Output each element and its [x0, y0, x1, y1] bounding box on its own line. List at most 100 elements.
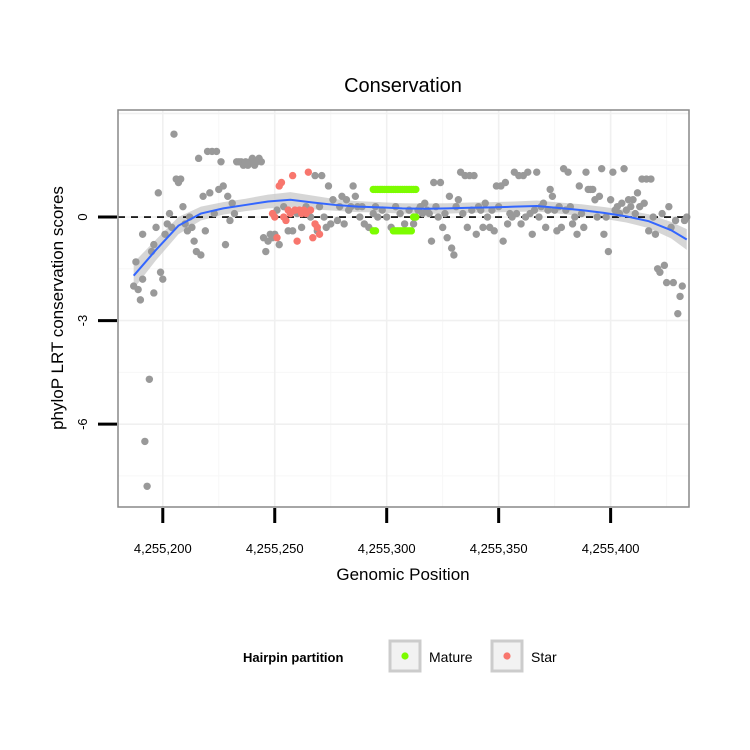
point-other	[649, 213, 657, 221]
point-other	[662, 278, 671, 287]
point-other	[589, 185, 597, 194]
chart-title: Conservation	[344, 75, 462, 97]
point-star	[273, 234, 281, 242]
point-other	[430, 178, 438, 187]
legend-entry-mature: Mature	[388, 639, 473, 673]
point-other	[335, 202, 344, 211]
point-other	[627, 202, 635, 211]
point-other	[311, 171, 319, 180]
point-other	[188, 223, 196, 232]
point-other	[297, 223, 306, 232]
point-other	[443, 234, 451, 242]
point-other	[391, 202, 400, 211]
point-other	[452, 202, 460, 211]
point-other	[604, 247, 613, 256]
point-other	[400, 220, 409, 228]
point-other	[434, 213, 442, 221]
point-other	[170, 130, 178, 138]
grid-minor	[118, 110, 689, 507]
y-axis-title: phyloP LRT conservation scores	[48, 186, 67, 430]
point-other	[665, 202, 673, 211]
point-other	[427, 237, 436, 245]
point-other	[535, 213, 543, 221]
point-other	[150, 240, 158, 249]
point-other	[212, 147, 221, 156]
point-other	[651, 230, 660, 238]
point-star	[315, 230, 324, 238]
x-axis-ticks: 4,255,200 4,255,250 4,255,300 4,255,350 4,25…	[134, 508, 640, 556]
point-other	[327, 220, 335, 228]
point-other	[454, 196, 463, 204]
point-other	[490, 227, 498, 235]
point-other	[674, 309, 682, 318]
point-other	[571, 213, 579, 221]
point-star	[304, 168, 313, 176]
point-other	[199, 192, 207, 201]
point-other	[450, 251, 458, 259]
point-other	[342, 196, 351, 204]
point-other	[640, 199, 648, 207]
point-other	[548, 192, 557, 201]
point-star	[306, 206, 315, 214]
legend-label-mature: Mature	[429, 649, 473, 665]
point-star	[309, 234, 317, 242]
point-other	[154, 189, 163, 197]
point-other	[374, 213, 382, 221]
point-other	[479, 223, 487, 232]
point-mature	[412, 185, 420, 194]
point-other	[436, 178, 445, 187]
point-other	[134, 285, 142, 294]
point-other	[156, 268, 165, 276]
point-other	[600, 230, 608, 238]
legend-dot-mature	[401, 652, 409, 660]
point-other	[145, 375, 154, 383]
point-other	[425, 209, 433, 218]
point-other	[582, 168, 590, 176]
point-other	[143, 482, 151, 490]
point-star	[271, 213, 279, 221]
point-other	[470, 171, 478, 180]
point-other	[201, 227, 210, 235]
point-other	[152, 223, 160, 232]
point-other	[644, 227, 653, 235]
point-other	[219, 182, 227, 190]
point-other	[179, 202, 187, 211]
point-other	[606, 196, 615, 204]
point-mature	[407, 227, 416, 235]
point-other	[168, 223, 176, 232]
point-other	[546, 185, 554, 194]
point-other	[224, 192, 232, 201]
point-other	[441, 209, 449, 218]
point-other	[629, 196, 637, 204]
point-other	[631, 209, 639, 218]
point-other	[324, 182, 333, 190]
point-other	[438, 223, 447, 232]
point-other	[409, 220, 418, 228]
point-other	[159, 275, 167, 283]
point-other	[226, 216, 234, 225]
point-other	[132, 258, 140, 266]
legend-dot-star	[503, 652, 511, 660]
point-other	[197, 251, 205, 259]
point-other	[593, 213, 601, 221]
point-star	[277, 178, 286, 187]
x-tick-label: 4,255,350	[470, 541, 528, 556]
legend-label-star: Star	[531, 649, 557, 665]
point-other	[633, 189, 642, 197]
point-other	[138, 275, 147, 283]
point-other	[671, 216, 680, 225]
point-other	[349, 182, 357, 190]
point-other	[499, 237, 507, 245]
point-other	[230, 209, 239, 218]
point-star	[288, 171, 297, 180]
point-other	[620, 164, 628, 173]
point-star	[293, 237, 301, 245]
point-other	[501, 178, 510, 187]
point-other	[318, 171, 326, 180]
point-other	[206, 189, 214, 197]
x-tick-label: 4,255,300	[358, 541, 416, 556]
point-other	[609, 168, 617, 176]
point-other	[150, 289, 158, 297]
point-other	[530, 206, 539, 214]
